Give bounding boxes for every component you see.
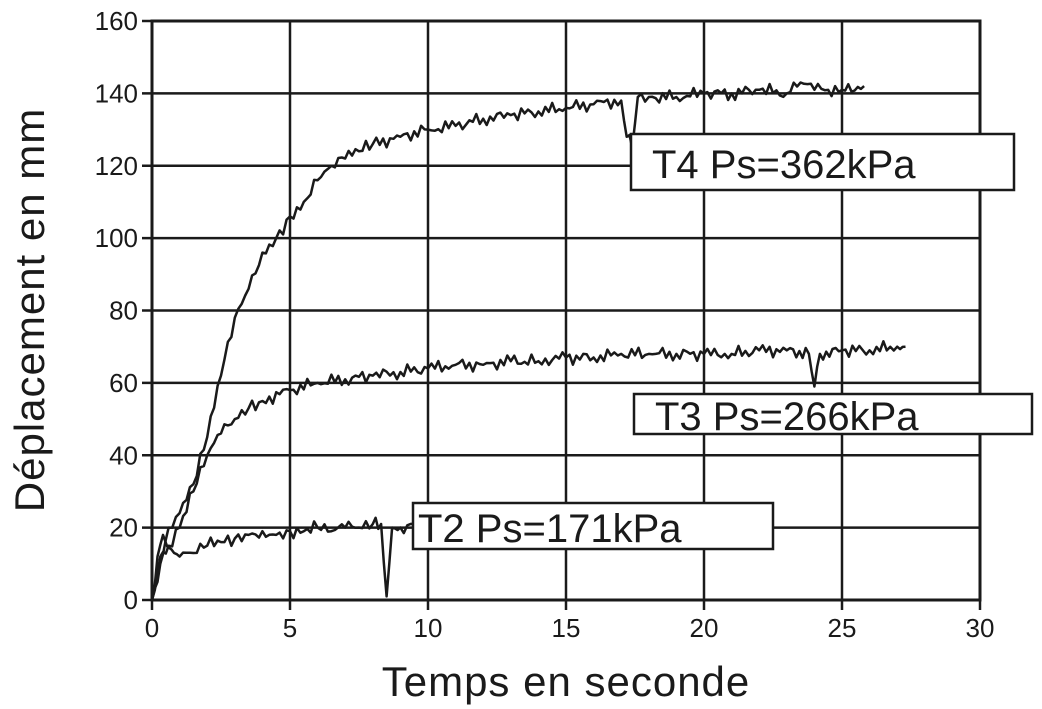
- series-lines: [150, 81, 906, 601]
- x-axis-title: Temps en seconde: [382, 658, 751, 705]
- series-label-t3: T3 Ps=266kPa: [632, 392, 1034, 439]
- y-tick-label: 40: [109, 440, 138, 470]
- y-tick-label: 20: [109, 513, 138, 543]
- y-tick-label: 60: [109, 368, 138, 398]
- y-tick-label: 0: [124, 585, 138, 615]
- series-label-t2-text: T2 Ps=171kPa: [418, 507, 682, 551]
- x-tick-label: 25: [828, 613, 857, 643]
- y-tick-label: 160: [95, 6, 138, 36]
- series-label-t2: T2 Ps=171kPa: [411, 501, 775, 551]
- y-tick-label: 140: [95, 78, 138, 108]
- series-line-t4: [150, 81, 865, 601]
- series-line-t2: [150, 516, 415, 601]
- series-label-t4-text: T4 Ps=362kPa: [652, 143, 916, 187]
- x-tick-label: 20: [690, 613, 719, 643]
- series-label-t3-text: T3 Ps=266kPa: [655, 395, 919, 439]
- x-tick-label: 30: [966, 613, 995, 643]
- y-tick-label: 80: [109, 296, 138, 326]
- x-tick-label: 0: [145, 613, 159, 643]
- y-tick-label: 120: [95, 151, 138, 181]
- x-tick-label: 5: [283, 613, 297, 643]
- y-axis-title: Déplacement en mm: [6, 108, 53, 513]
- series-line-t3: [150, 340, 906, 601]
- plot-frame: [150, 19, 982, 602]
- x-tick-label: 15: [552, 613, 581, 643]
- x-tick-label: 10: [414, 613, 443, 643]
- y-tick-label: 100: [95, 223, 138, 253]
- series-label-t4: T4 Ps=362kPa: [629, 132, 1016, 192]
- tick-labels: 0 5 10 15 20 25 30 0 20 40 60 80 100 120 140 160: [95, 6, 995, 643]
